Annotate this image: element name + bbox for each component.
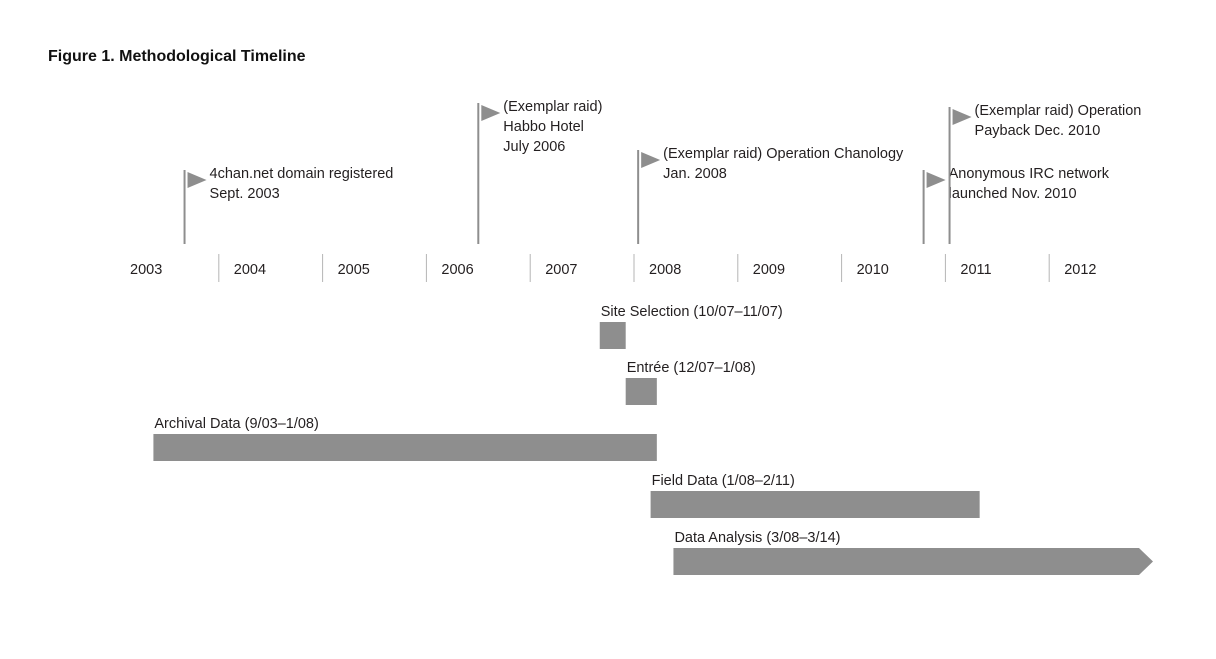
- year-label: 2008: [649, 262, 681, 278]
- event-label: Payback Dec. 2010: [975, 123, 1101, 139]
- year-label: 2006: [441, 262, 473, 278]
- phase-bar: [650, 491, 980, 518]
- phase-bar: [153, 434, 657, 461]
- flag-icon: [641, 152, 661, 168]
- event-label: Habbo Hotel: [503, 119, 584, 135]
- figure-title: Figure 1. Methodological Timeline: [48, 48, 306, 65]
- event-label: Anonymous IRC network: [949, 166, 1110, 182]
- phase-label: Entrée (12/07–1/08): [627, 360, 756, 376]
- phase-bars: Site Selection (10/07–11/07) Entrée (12/0…: [153, 304, 1153, 575]
- event-flag: Anonymous IRC network launched Nov. 2010: [922, 166, 1110, 244]
- event-label: 4chan.net domain registered: [210, 166, 394, 182]
- phase-label: Site Selection (10/07–11/07): [601, 304, 783, 320]
- year-label: 2010: [857, 262, 889, 278]
- event-flag: (Exemplar raid) Habbo Hotel July 2006: [477, 99, 602, 244]
- flag-icon: [187, 172, 207, 188]
- year-label: 2004: [234, 262, 266, 278]
- flag-icon: [481, 105, 501, 121]
- phase-bar: [673, 548, 1153, 575]
- year-label: 2009: [753, 262, 785, 278]
- phase: Site Selection (10/07–11/07): [599, 304, 783, 349]
- year-label: 2011: [960, 262, 991, 278]
- year-label: 2003: [130, 262, 162, 278]
- event-label: launched Nov. 2010: [949, 186, 1077, 202]
- phase-label: Archival Data (9/03–1/08): [154, 416, 318, 432]
- year-label: 2012: [1064, 262, 1096, 278]
- event-markers: 4chan.net domain registered Sept. 2003 (Ex…: [183, 99, 1142, 244]
- phase: Field Data (1/08–2/11): [650, 473, 980, 518]
- event-flag: (Exemplar raid) Operation Payback Dec. 2…: [948, 103, 1142, 244]
- event-flag: (Exemplar raid) Operation Chanology Jan. …: [637, 146, 904, 244]
- event-label: (Exemplar raid) Operation: [975, 103, 1142, 119]
- event-label: Jan. 2008: [663, 166, 727, 182]
- phase: Archival Data (9/03–1/08): [153, 416, 657, 461]
- phase-label: Field Data (1/08–2/11): [652, 473, 795, 489]
- phase-bar: [599, 322, 626, 349]
- phase-label: Data Analysis (3/08–3/14): [674, 530, 840, 546]
- event-label: Sept. 2003: [210, 186, 280, 202]
- phase-bar: [625, 378, 657, 405]
- event-label: (Exemplar raid): [503, 99, 602, 115]
- phase: Data Analysis (3/08–3/14): [673, 530, 1153, 575]
- year-label: 2005: [338, 262, 370, 278]
- phase: Entrée (12/07–1/08): [625, 360, 756, 405]
- event-flag: 4chan.net domain registered Sept. 2003: [183, 166, 394, 244]
- event-label: July 2006: [503, 139, 565, 155]
- flag-icon: [952, 109, 972, 125]
- flag-icon: [926, 172, 946, 188]
- event-label: (Exemplar raid) Operation Chanology: [663, 146, 904, 162]
- year-axis: 2003 2004 2005 2006 2007 2008 2009 2010 2011 2012: [130, 254, 1096, 282]
- year-label: 2007: [545, 262, 577, 278]
